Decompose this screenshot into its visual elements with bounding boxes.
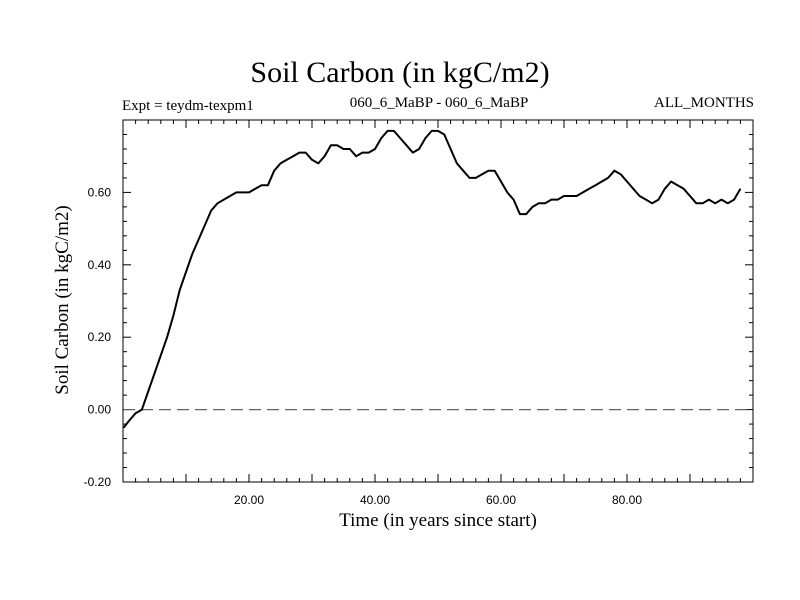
- chart-title: Soil Carbon (in kgC/m2): [250, 56, 550, 89]
- y-axis-label: Soil Carbon (in kgC/m2): [52, 205, 73, 395]
- experiment-label: Expt = teydm-texpm1: [122, 98, 254, 114]
- plot-frame: [122, 119, 754, 483]
- x-tick-label: 80.00: [612, 493, 642, 507]
- x-tick-label: 40.00: [360, 493, 390, 507]
- x-tick-label: 20.00: [234, 493, 264, 507]
- y-tick-label: -0.20: [84, 475, 112, 489]
- y-tick-label: 0.00: [88, 403, 112, 417]
- series-line: [122, 129, 742, 429]
- x-axis-label: Time (in years since start): [339, 510, 537, 531]
- y-tick-label: 0.60: [88, 185, 112, 199]
- x-tick-label: 60.00: [486, 493, 516, 507]
- y-tick-label: 0.20: [88, 330, 112, 344]
- y-tick-label: 0.40: [88, 258, 112, 272]
- axis-ticks: [122, 119, 754, 483]
- months-label: ALL_MONTHS: [654, 95, 754, 111]
- period-label: 060_6_MaBP - 060_6_MaBP: [349, 95, 529, 111]
- tick-labels: 20.00 40.00 60.00 80.00 -0.20 0.00 0.20 0.40 0.6…: [84, 185, 643, 507]
